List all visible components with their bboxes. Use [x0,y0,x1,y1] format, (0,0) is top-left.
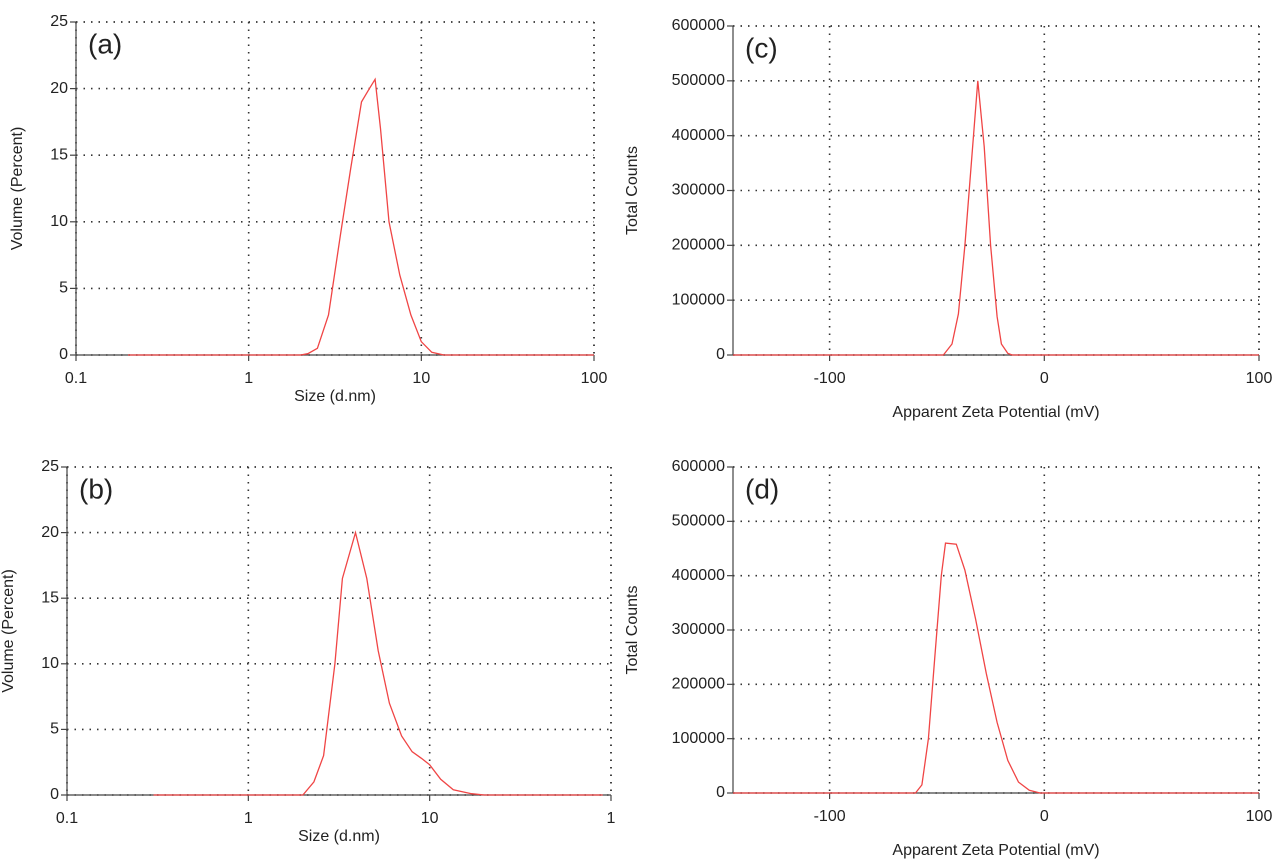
data-line [733,542,1259,794]
x-tick-label: -100 [814,370,846,387]
y-tick-label: 500000 [672,513,725,530]
x-tick-label: 0 [1040,808,1049,825]
data-line [153,530,603,796]
y-tick-label: 25 [50,13,68,30]
data-line [733,80,1259,356]
y-tick-label: 0 [716,346,725,363]
x-tick-label: 100 [1246,370,1273,387]
x-tick-label: -100 [814,808,846,825]
x-tick-label: 10 [412,370,430,387]
y-tick-label: 200000 [672,676,725,693]
y-tick-label: 10 [41,655,59,672]
y-tick-label: 300000 [672,182,725,199]
panel-label: (b) [79,473,113,504]
y-tick-label: 600000 [672,17,725,34]
y-axis-label: Total Counts [624,146,641,235]
y-tick-label: 20 [41,524,59,541]
y-tick-label: 100000 [672,291,725,308]
x-tick-label: 1 [244,810,253,827]
y-tick-label: 0 [59,346,68,363]
y-tick-label: 5 [59,280,68,297]
x-tick-label: 100 [581,370,608,387]
x-tick-label: 0 [1040,370,1049,387]
y-tick-label: 400000 [672,127,725,144]
x-axis-label: Size (d.nm) [298,828,380,845]
x-tick-label: 1 [244,370,253,387]
panel-label: (d) [745,473,779,504]
x-tick-label: 1 [607,810,616,827]
y-tick-label: 200000 [672,237,725,254]
y-tick-label: 5 [50,721,59,738]
y-axis-label: Volume (Percent) [9,127,26,251]
y-tick-label: 600000 [672,458,725,475]
x-axis-label: Size (d.nm) [294,388,376,405]
y-tick-label: 500000 [672,72,725,89]
y-axis-label: Volume (Percent) [0,569,17,693]
y-tick-label: 20 [50,80,68,97]
y-tick-label: 100000 [672,730,725,747]
data-line [128,77,594,356]
x-tick-label: 0.1 [56,810,78,827]
y-tick-label: 0 [50,786,59,803]
y-tick-label: 10 [50,213,68,230]
x-axis-label: Apparent Zeta Potential (mV) [892,842,1099,859]
y-tick-label: 25 [41,458,59,475]
panel-label: (a) [88,28,122,59]
x-tick-label: 0.1 [65,370,87,387]
y-tick-label: 0 [716,784,725,801]
y-tick-label: 15 [50,146,68,163]
y-tick-label: 300000 [672,621,725,638]
panel-label: (c) [745,32,778,63]
y-axis-label: Total Counts [624,586,641,675]
y-tick-label: 400000 [672,567,725,584]
x-tick-label: 10 [421,810,439,827]
x-tick-label: 100 [1246,808,1273,825]
y-tick-label: 15 [41,589,59,606]
x-axis-label: Apparent Zeta Potential (mV) [892,404,1099,421]
